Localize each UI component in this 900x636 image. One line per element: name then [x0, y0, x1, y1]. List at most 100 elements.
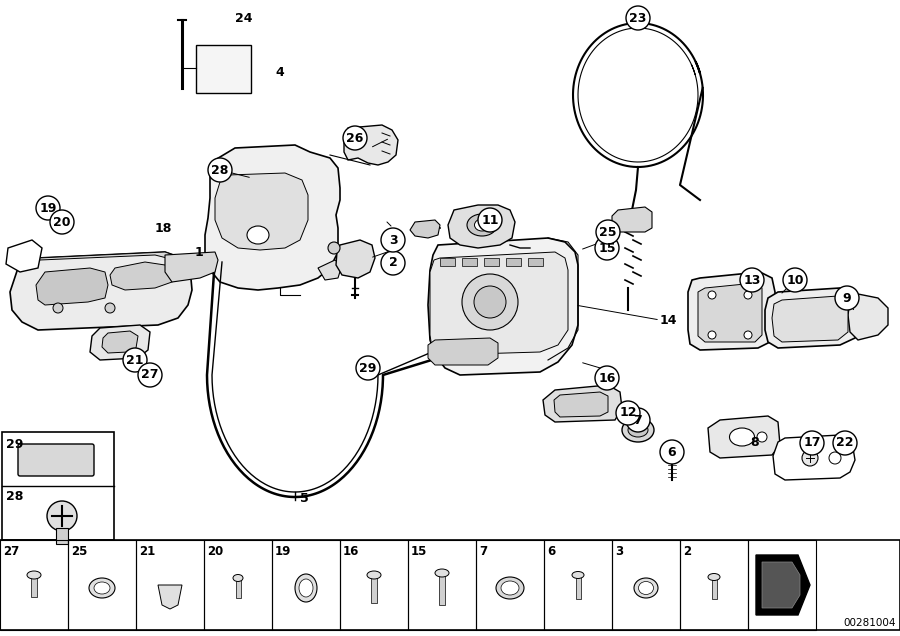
- Polygon shape: [215, 173, 308, 250]
- Text: 22: 22: [836, 436, 854, 450]
- Polygon shape: [554, 392, 608, 417]
- Polygon shape: [428, 238, 578, 375]
- Text: 17: 17: [803, 436, 821, 450]
- Circle shape: [835, 286, 859, 310]
- Bar: [0, 540, 68, 630]
- Ellipse shape: [638, 581, 653, 595]
- Polygon shape: [708, 416, 780, 458]
- Polygon shape: [430, 252, 568, 355]
- Text: 24: 24: [235, 11, 253, 25]
- Text: 15: 15: [411, 545, 428, 558]
- Circle shape: [208, 158, 232, 182]
- Bar: [712, 577, 717, 599]
- Ellipse shape: [27, 571, 41, 579]
- Text: 11: 11: [482, 214, 499, 226]
- Bar: [748, 540, 816, 630]
- Bar: [484, 258, 499, 266]
- Text: 7: 7: [479, 545, 487, 558]
- Ellipse shape: [628, 423, 648, 437]
- Text: 14: 14: [660, 314, 678, 326]
- Polygon shape: [765, 288, 862, 348]
- Circle shape: [708, 291, 716, 299]
- Bar: [68, 540, 136, 630]
- Circle shape: [708, 331, 716, 339]
- Ellipse shape: [730, 428, 754, 446]
- Circle shape: [328, 242, 340, 254]
- Ellipse shape: [299, 579, 313, 597]
- Circle shape: [105, 303, 115, 313]
- Text: 19: 19: [40, 202, 57, 214]
- Text: 4: 4: [275, 66, 284, 78]
- Ellipse shape: [247, 226, 269, 244]
- Circle shape: [833, 431, 857, 455]
- Ellipse shape: [295, 574, 317, 602]
- Text: 21: 21: [139, 545, 155, 558]
- Text: 9: 9: [842, 291, 851, 305]
- Bar: [2, 432, 114, 540]
- Text: 15: 15: [598, 242, 616, 254]
- Circle shape: [381, 228, 405, 252]
- Polygon shape: [688, 272, 775, 350]
- Polygon shape: [698, 283, 762, 342]
- Text: 16: 16: [598, 371, 616, 385]
- Polygon shape: [336, 240, 375, 278]
- Text: 26: 26: [346, 132, 364, 144]
- Polygon shape: [773, 435, 855, 480]
- Circle shape: [381, 251, 405, 275]
- Bar: [408, 540, 476, 630]
- Text: 1: 1: [195, 245, 203, 258]
- Ellipse shape: [367, 571, 381, 579]
- Bar: [136, 540, 204, 630]
- Circle shape: [356, 356, 380, 380]
- Circle shape: [595, 236, 619, 260]
- Bar: [56, 528, 68, 544]
- Text: 25: 25: [599, 226, 616, 238]
- Circle shape: [666, 446, 678, 458]
- Text: 21: 21: [126, 354, 144, 366]
- Circle shape: [744, 291, 752, 299]
- Bar: [576, 575, 581, 599]
- Circle shape: [660, 440, 684, 464]
- Bar: [528, 258, 543, 266]
- Polygon shape: [448, 205, 515, 248]
- Ellipse shape: [89, 578, 115, 598]
- Text: 2: 2: [389, 256, 398, 270]
- Circle shape: [595, 366, 619, 390]
- Bar: [612, 540, 680, 630]
- Ellipse shape: [622, 418, 654, 442]
- Circle shape: [123, 348, 147, 372]
- Text: 25: 25: [71, 545, 87, 558]
- Bar: [440, 258, 455, 266]
- Text: 10: 10: [787, 273, 804, 286]
- Bar: [544, 540, 612, 630]
- Text: 5: 5: [300, 492, 309, 504]
- Polygon shape: [318, 260, 342, 280]
- Circle shape: [596, 220, 620, 244]
- Text: 27: 27: [141, 368, 158, 382]
- Polygon shape: [6, 240, 42, 272]
- Bar: [506, 258, 521, 266]
- Circle shape: [744, 331, 752, 339]
- Bar: [236, 578, 241, 598]
- Text: 20: 20: [53, 216, 71, 228]
- Ellipse shape: [435, 569, 449, 577]
- Polygon shape: [428, 338, 498, 365]
- Circle shape: [50, 210, 74, 234]
- Ellipse shape: [708, 574, 720, 581]
- Circle shape: [462, 274, 518, 330]
- Text: 3: 3: [615, 545, 623, 558]
- Bar: [439, 573, 445, 605]
- Bar: [0, 540, 900, 630]
- Polygon shape: [410, 220, 440, 238]
- Ellipse shape: [233, 574, 243, 581]
- Circle shape: [626, 6, 650, 30]
- Circle shape: [474, 286, 506, 318]
- Bar: [476, 540, 544, 630]
- Circle shape: [661, 441, 683, 463]
- Polygon shape: [102, 331, 138, 353]
- Polygon shape: [110, 262, 175, 290]
- Polygon shape: [36, 268, 108, 305]
- Bar: [462, 258, 477, 266]
- Polygon shape: [205, 145, 340, 290]
- Circle shape: [829, 452, 841, 464]
